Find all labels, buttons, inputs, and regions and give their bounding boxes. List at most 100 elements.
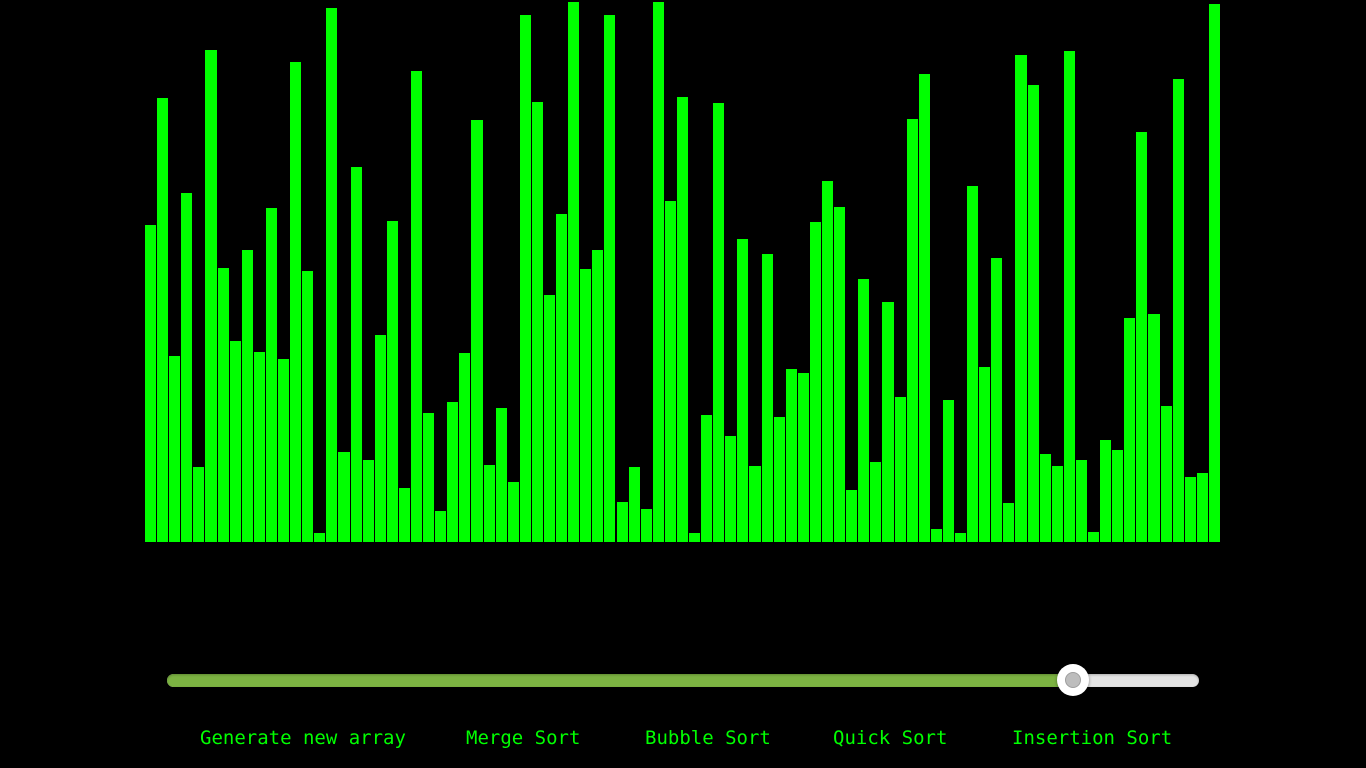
array-size-slider[interactable]	[167, 664, 1199, 696]
array-bar	[169, 356, 181, 542]
array-bar	[302, 271, 314, 542]
array-bar	[882, 302, 894, 542]
array-bar	[870, 462, 882, 542]
array-bar	[664, 201, 676, 542]
generate-new-array-button[interactable]: Generate new array	[200, 727, 406, 749]
array-bar	[955, 533, 967, 542]
array-bar	[398, 488, 410, 542]
array-bar	[386, 221, 398, 542]
array-bar	[326, 8, 338, 542]
array-bar	[483, 465, 495, 542]
array-bar	[205, 50, 217, 542]
array-bar	[507, 482, 519, 542]
array-bar	[435, 511, 447, 542]
array-bar	[1051, 466, 1063, 542]
array-bar	[217, 268, 229, 542]
bubble-sort-button[interactable]: Bubble Sort	[645, 727, 771, 749]
array-bar	[701, 415, 713, 542]
array-bar	[967, 186, 979, 542]
array-bar	[1172, 79, 1184, 542]
array-bar	[616, 502, 628, 542]
array-bar	[519, 15, 531, 542]
array-bar	[495, 408, 507, 542]
array-bar	[229, 341, 241, 542]
array-bar	[374, 335, 386, 542]
array-bar	[1136, 132, 1148, 542]
array-bar	[1184, 477, 1196, 542]
array-bar	[580, 269, 592, 542]
array-bar	[193, 467, 205, 542]
array-bar	[556, 214, 568, 542]
array-bar	[628, 467, 640, 542]
array-bar	[1015, 55, 1027, 542]
array-bar	[543, 295, 556, 542]
array-bar	[1124, 318, 1136, 542]
slider-thumb[interactable]	[1057, 664, 1090, 696]
array-bar	[241, 250, 253, 542]
array-bar	[725, 436, 737, 542]
array-bar	[737, 239, 749, 542]
insertion-sort-button[interactable]: Insertion Sort	[1012, 727, 1173, 749]
array-bar	[1160, 406, 1172, 542]
array-bar	[604, 15, 616, 542]
array-bar	[471, 120, 483, 542]
array-bar	[761, 254, 773, 542]
array-bar	[1148, 314, 1160, 542]
slider-thumb-center	[1065, 672, 1082, 688]
array-bar	[858, 279, 870, 542]
array-bar	[1196, 473, 1208, 542]
array-bar	[846, 490, 858, 542]
array-bar	[350, 167, 362, 542]
array-bar	[979, 367, 991, 542]
array-bar	[1208, 4, 1220, 542]
array-bar	[652, 2, 664, 542]
array-bar	[1088, 532, 1100, 542]
array-bar	[918, 74, 930, 542]
array-bar	[157, 98, 169, 542]
array-bar	[459, 353, 471, 542]
array-bar	[1063, 51, 1075, 542]
array-bar	[410, 71, 423, 542]
array-bar	[822, 181, 834, 542]
array-bar	[689, 533, 701, 542]
array-bar	[713, 103, 725, 542]
array-bar	[1112, 450, 1124, 542]
array-bar	[797, 373, 809, 542]
array-bar	[592, 250, 604, 542]
array-bar	[676, 97, 689, 542]
array-bar	[749, 466, 761, 542]
array-bar	[181, 193, 193, 542]
array-bar	[930, 529, 942, 542]
array-bar	[568, 2, 580, 542]
array-bar	[1039, 454, 1051, 542]
array-bar	[1100, 440, 1112, 542]
array-bar	[338, 452, 350, 542]
array-bar	[785, 369, 797, 542]
array-bar	[1003, 503, 1015, 542]
array-bar	[809, 222, 822, 542]
array-bar	[253, 352, 265, 542]
controls-bar: Generate new array Merge Sort Bubble Sor…	[0, 726, 1366, 750]
array-bar	[1075, 460, 1087, 542]
array-bar	[942, 400, 954, 542]
array-bar	[362, 460, 374, 542]
array-bar	[145, 225, 157, 542]
array-bar	[277, 359, 290, 542]
quick-sort-button[interactable]: Quick Sort	[833, 727, 948, 749]
array-bar	[531, 102, 543, 542]
array-bar	[906, 119, 918, 542]
array-bar	[1027, 85, 1039, 542]
array-bar	[265, 208, 277, 542]
array-bar	[894, 397, 906, 542]
array-bar	[314, 533, 326, 542]
array-bar	[447, 402, 459, 542]
array-bar	[773, 417, 785, 542]
array-bar	[991, 258, 1003, 542]
slider-fill	[167, 674, 1074, 687]
array-bar	[640, 509, 652, 542]
merge-sort-button[interactable]: Merge Sort	[466, 727, 581, 749]
array-bar	[290, 62, 302, 542]
array-bar	[423, 413, 435, 542]
array-bar	[834, 207, 846, 542]
